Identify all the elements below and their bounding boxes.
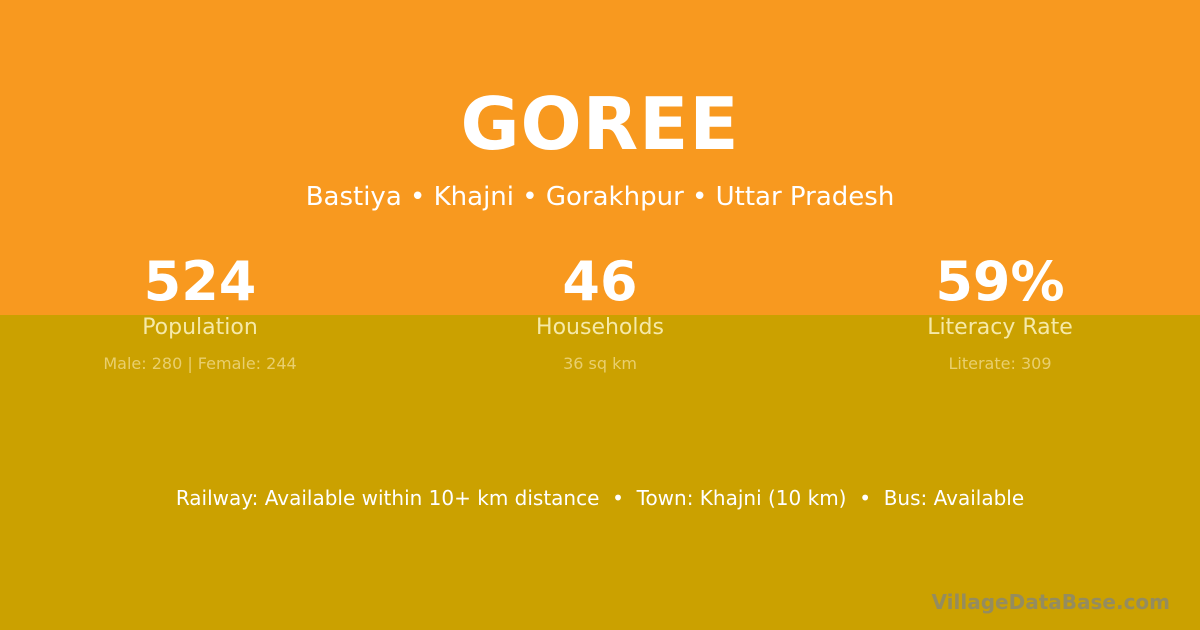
stat-population: 524 Population Male: 280 | Female: 244	[0, 0, 400, 400]
stat-value: 59%	[935, 250, 1065, 313]
amenities-line: Railway: Available within 10+ km distanc…	[175, 486, 1025, 510]
breadcrumb: Bastiya • Khajni • Gorakhpur • Uttar Pra…	[305, 182, 895, 212]
stat-label: Population	[142, 315, 258, 340]
stat-label: Literacy Rate	[927, 315, 1073, 340]
stat-households: 46 Households 36 sq km	[400, 0, 800, 400]
header-band	[0, 0, 1200, 315]
stat-literacy: 59% Literacy Rate Literate: 309	[800, 0, 1200, 400]
village-name: GOREE	[460, 82, 740, 166]
stat-detail: Male: 280 | Female: 244	[103, 354, 297, 373]
footer-band	[0, 315, 1200, 630]
stat-value: 46	[562, 250, 638, 313]
stat-detail: 36 sq km	[563, 354, 637, 373]
stat-detail: Literate: 309	[948, 354, 1052, 373]
watermark-logo: VillageDataBase.com	[931, 590, 1170, 614]
stat-value: 524	[143, 250, 257, 313]
stat-label: Households	[536, 315, 664, 340]
